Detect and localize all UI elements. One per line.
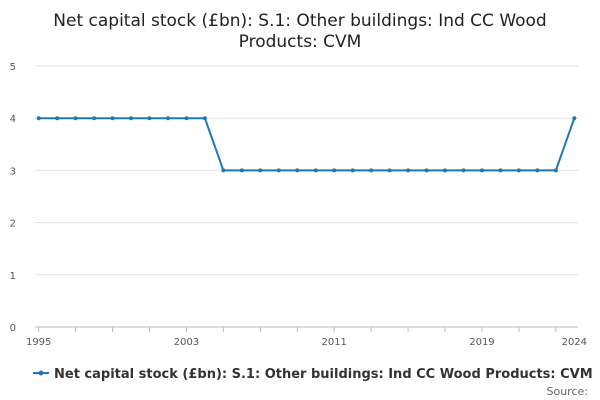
legend-label: Net capital stock (£bn): S.1: Other buil… (54, 367, 593, 382)
x-tick-label: 2011 (321, 337, 346, 348)
data-point[interactable] (73, 116, 78, 121)
data-point[interactable] (202, 116, 207, 121)
data-point[interactable] (479, 168, 484, 173)
data-point[interactable] (165, 116, 170, 121)
x-tick-label: 1995 (26, 337, 51, 348)
data-point[interactable] (572, 116, 577, 121)
chart-title-line-1: Net capital stock (£bn): S.1: Other buil… (53, 11, 546, 31)
x-axis: 1995 2003 2011 2019 2024 (26, 326, 587, 348)
data-point[interactable] (553, 168, 558, 173)
y-tick-label: 0 (10, 323, 16, 334)
data-point[interactable] (369, 168, 374, 173)
y-axis-ticks: 0 1 2 3 4 5 (10, 62, 16, 334)
x-tick-label: 2019 (469, 337, 494, 348)
y-tick-label: 5 (10, 62, 16, 73)
source-label: Source: (547, 385, 589, 398)
y-tick-label: 1 (10, 271, 16, 282)
data-point[interactable] (516, 168, 521, 173)
data-point[interactable] (350, 168, 355, 173)
data-point[interactable] (258, 168, 263, 173)
y-tick-label: 3 (10, 166, 16, 177)
data-point[interactable] (406, 168, 411, 173)
data-point[interactable] (332, 168, 337, 173)
data-point[interactable] (535, 168, 540, 173)
data-point[interactable] (184, 116, 189, 121)
data-point[interactable] (110, 116, 115, 121)
y-tick-label: 2 (10, 219, 16, 230)
data-point[interactable] (92, 116, 97, 121)
data-point[interactable] (387, 168, 392, 173)
legend-marker-swatch (38, 370, 44, 376)
data-point[interactable] (36, 116, 41, 121)
y-tick-label: 4 (10, 114, 16, 125)
series-layer (36, 116, 577, 173)
data-point[interactable] (129, 116, 134, 121)
data-point[interactable] (221, 168, 226, 173)
legend: Net capital stock (£bn): S.1: Other buil… (33, 367, 593, 382)
data-point[interactable] (461, 168, 466, 173)
data-point[interactable] (313, 168, 318, 173)
data-point[interactable] (55, 116, 60, 121)
data-point[interactable] (443, 168, 448, 173)
x-tick-label: 2003 (174, 337, 199, 348)
series-line (38, 117, 576, 172)
data-point[interactable] (498, 168, 503, 173)
data-point[interactable] (239, 168, 244, 173)
data-point[interactable] (295, 168, 300, 173)
data-point[interactable] (147, 116, 152, 121)
data-point[interactable] (276, 168, 281, 173)
data-point[interactable] (424, 168, 429, 173)
x-tick-label: 2024 (562, 337, 587, 348)
chart-title-line-2: Products: CVM (239, 32, 362, 52)
